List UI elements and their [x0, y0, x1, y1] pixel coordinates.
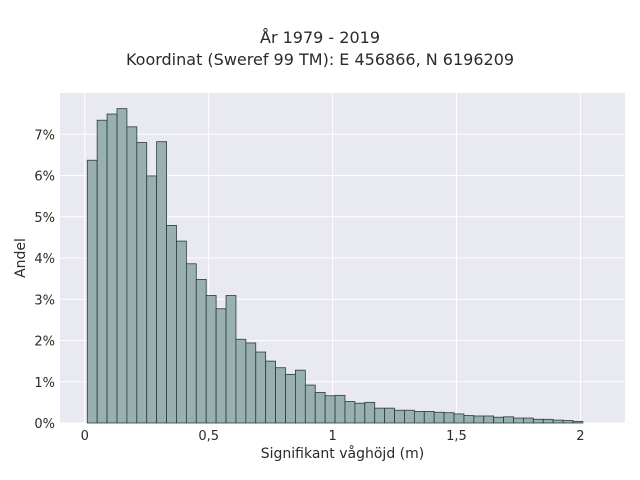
histogram-bar: [265, 360, 276, 424]
histogram-bar: [433, 411, 445, 424]
histogram-bar: [443, 412, 455, 424]
histogram-bar: [285, 373, 296, 424]
histogram-bar: [225, 295, 237, 424]
y-tick-label: 0%: [34, 417, 55, 432]
histogram-bar: [215, 308, 227, 424]
histogram-bar: [463, 415, 475, 424]
histogram-bar: [275, 367, 286, 424]
x-tick-label: 2: [576, 429, 584, 444]
x-tick-label: 1,5: [446, 429, 467, 444]
histogram-bar: [314, 392, 326, 424]
histogram-bar: [384, 407, 395, 424]
histogram-bar: [473, 415, 485, 424]
histogram-bar: [96, 119, 108, 424]
y-tick-label: 6%: [34, 170, 55, 185]
histogram-bar: [404, 409, 415, 424]
y-axis-label: Andel: [13, 238, 29, 278]
histogram-bar: [235, 338, 247, 424]
histogram-bar: [126, 126, 138, 424]
histogram-bar: [176, 240, 187, 424]
histogram-bar: [185, 263, 197, 424]
histogram-bar: [562, 420, 574, 424]
y-tick-label: 5%: [34, 211, 55, 226]
x-tick-label: 0,5: [198, 429, 219, 444]
histogram-bar: [116, 108, 128, 424]
histogram-bar: [86, 159, 98, 424]
histogram-bar: [394, 409, 405, 424]
histogram-bar: [503, 416, 514, 424]
histogram-bar: [493, 416, 504, 424]
histogram-bar: [245, 342, 257, 424]
y-tick-label: 7%: [34, 128, 55, 143]
histogram-bar: [304, 384, 316, 424]
histogram-bar: [324, 395, 336, 424]
x-tick-label: 0: [81, 429, 89, 444]
histogram-bar: [532, 418, 544, 424]
histogram-bar: [295, 369, 306, 424]
x-tick-label: 1: [328, 429, 336, 444]
y-tick-label: 1%: [34, 376, 55, 391]
histogram-bar: [156, 141, 167, 424]
histogram-bar: [374, 407, 386, 424]
x-axis-ticks: 0 0,5 1 1,5 2: [81, 429, 585, 444]
histogram-bar: [522, 417, 534, 424]
histogram-bar: [542, 418, 554, 424]
histogram-bar: [364, 401, 376, 424]
histogram-bar: [354, 402, 366, 424]
histogram-bar: [572, 420, 584, 424]
histogram-bar: [146, 175, 158, 424]
y-axis-ticks: 0% 1% 2% 3% 4% 5% 6% 7%: [34, 128, 55, 432]
histogram-bar: [136, 142, 148, 424]
y-tick-label: 3%: [34, 293, 55, 308]
histogram-bar: [423, 411, 435, 424]
histogram-bar: [344, 401, 356, 424]
histogram-bar: [106, 113, 118, 424]
histogram-bar: [255, 351, 267, 424]
histogram-bar: [166, 225, 177, 424]
histogram-bar: [413, 411, 425, 424]
histogram-bar: [513, 417, 524, 424]
y-tick-label: 2%: [34, 335, 55, 350]
histogram-bar: [552, 419, 564, 424]
histogram-bar: [453, 413, 465, 424]
histogram-bars: [86, 108, 584, 424]
y-tick-label: 4%: [34, 252, 55, 267]
histogram-bar: [195, 279, 207, 424]
x-axis-label: Signifikant våghöjd (m): [260, 446, 425, 462]
chart-subtitle: Koordinat (Sweref 99 TM): E 456866, N 61…: [125, 50, 515, 69]
histogram-bar: [483, 415, 495, 424]
histogram-bar: [334, 394, 346, 424]
histogram-bar: [205, 295, 217, 424]
chart-title: År 1979 - 2019: [260, 28, 380, 47]
